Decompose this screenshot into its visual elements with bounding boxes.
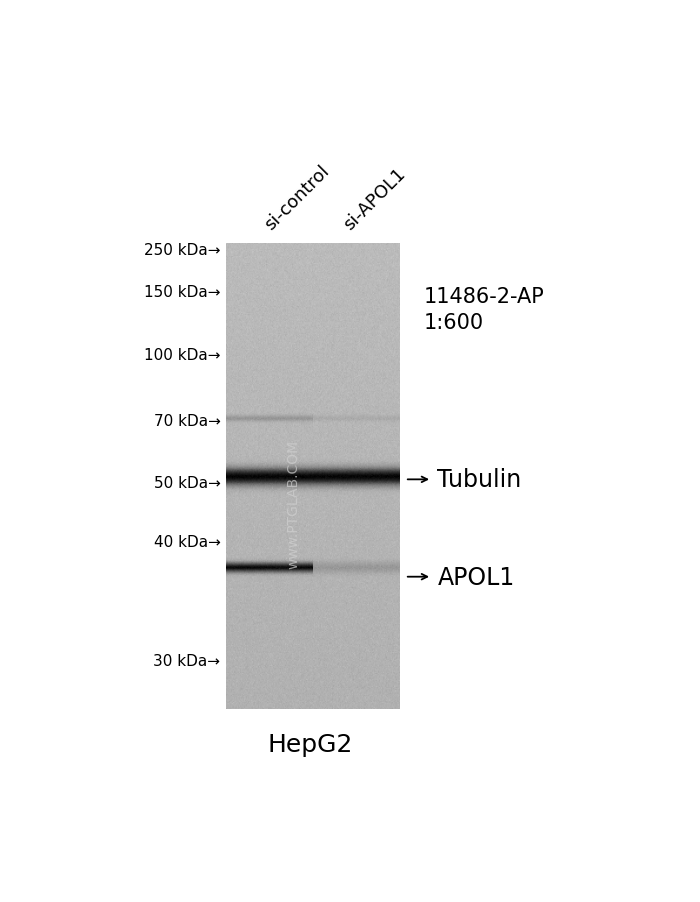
Text: 50 kDa→: 50 kDa→ <box>153 475 220 491</box>
Text: 100 kDa→: 100 kDa→ <box>144 347 220 363</box>
Text: APOL1: APOL1 <box>438 565 514 589</box>
Text: HepG2: HepG2 <box>267 732 353 756</box>
Text: si-control: si-control <box>261 161 333 234</box>
Text: 11486-2-AP
1:600: 11486-2-AP 1:600 <box>424 287 545 333</box>
Text: Tubulin: Tubulin <box>438 468 522 492</box>
Text: www.PTGLAB.COM: www.PTGLAB.COM <box>287 439 301 568</box>
Text: 40 kDa→: 40 kDa→ <box>153 535 220 550</box>
Text: 70 kDa→: 70 kDa→ <box>153 413 220 428</box>
Text: si-APOL1: si-APOL1 <box>340 164 409 234</box>
Text: 150 kDa→: 150 kDa→ <box>144 285 220 299</box>
Text: 250 kDa→: 250 kDa→ <box>144 244 220 258</box>
Text: 30 kDa→: 30 kDa→ <box>153 653 220 667</box>
